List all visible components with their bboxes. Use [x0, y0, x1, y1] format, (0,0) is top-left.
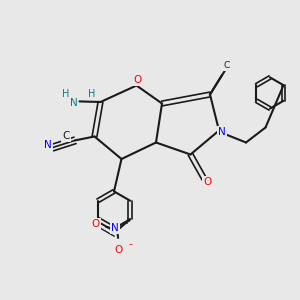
Text: -: -: [128, 239, 132, 250]
Text: O: O: [203, 177, 212, 187]
Text: H: H: [88, 89, 95, 99]
Text: C: C: [224, 61, 230, 70]
Text: C: C: [62, 130, 70, 141]
Text: N: N: [218, 127, 226, 137]
Text: N: N: [44, 140, 52, 151]
Text: H: H: [62, 89, 70, 99]
Text: O: O: [134, 75, 142, 85]
Text: N: N: [70, 98, 77, 108]
Text: +: +: [123, 217, 130, 226]
Text: O: O: [114, 245, 122, 255]
Text: O: O: [92, 219, 100, 229]
Text: N: N: [111, 223, 119, 233]
